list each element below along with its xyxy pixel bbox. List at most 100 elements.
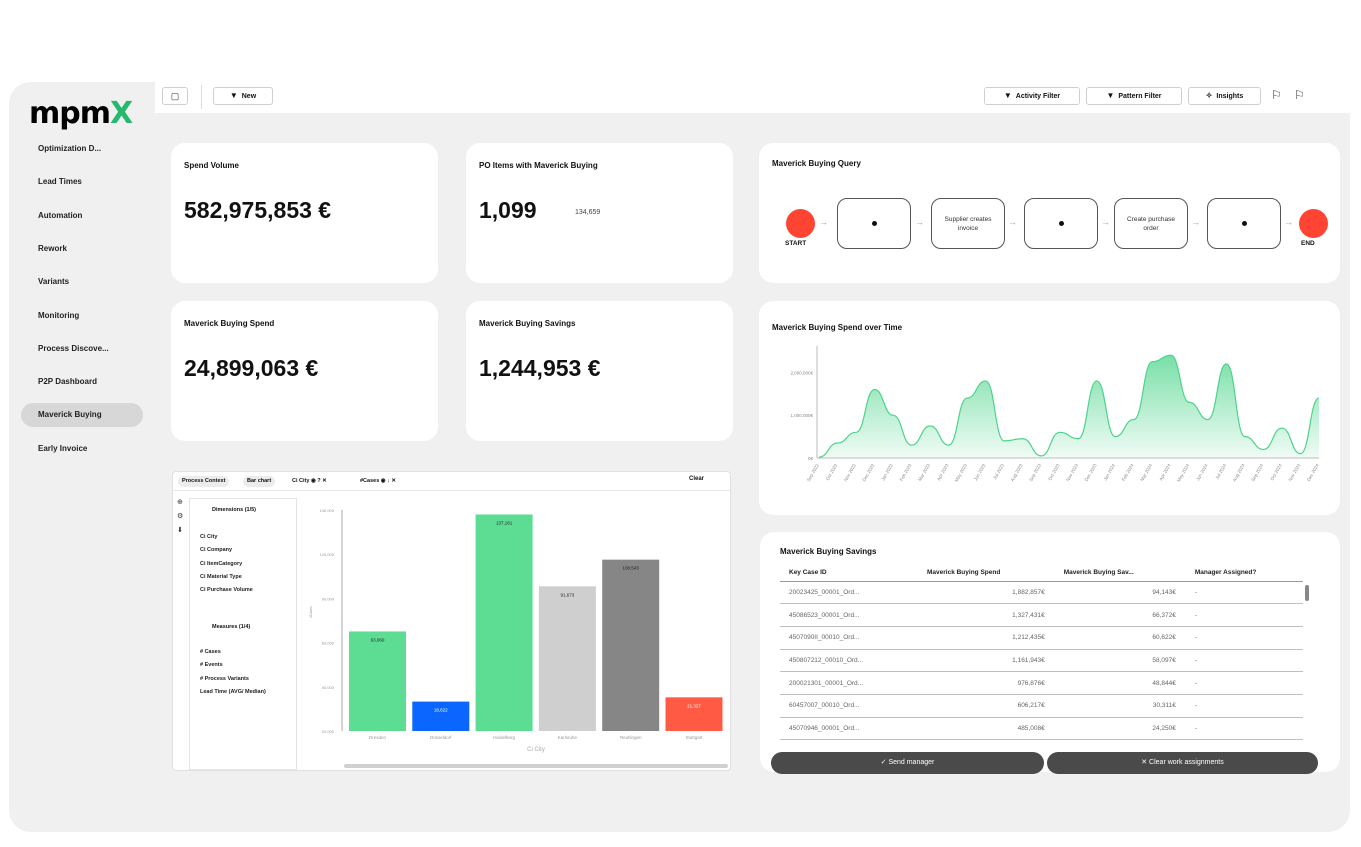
layout-icon: ▢ [170,91,180,101]
table-row[interactable]: 20023425_00001_Ord... 1,882,857€ 94,143€ - [780,581,1303,605]
process-node-wildcard[interactable] [837,198,911,249]
x-tick-label: Jun 2023 [973,463,987,482]
bar[interactable] [538,586,596,731]
sidebar-item-6[interactable]: Process Discove... [38,343,109,353]
dimension-panel: Dimensions (1/5) Ci City Ci Company Ci Ite… [189,498,297,770]
table-row[interactable]: 200021301_00001_Ord... 976,876€ 48,844€ - [780,671,1303,695]
measure-item[interactable]: # Process Variants [200,675,249,682]
bar[interactable] [349,631,406,731]
bar[interactable] [602,559,660,731]
column-header[interactable]: Key Case ID [780,564,918,582]
clear-button[interactable]: Clear [689,476,704,482]
table-row[interactable]: 45070946_00001_Ord... 485,008€ 24,250€ - [780,717,1303,741]
column-header[interactable]: Maverick Buying Sav... [1054,564,1186,582]
measure-item[interactable]: # Cases [200,649,221,655]
process-node-create-po[interactable]: Create purchase order [1114,198,1188,249]
table-cell: - [1185,649,1303,673]
layout-toggle-button[interactable]: ▢ [162,87,188,105]
x-tick-label: Heidelberg [493,735,515,740]
card-title: Maverick Buying Savings [780,547,877,556]
download-icon[interactable]: ⬇ [177,527,183,534]
chip-process-context[interactable]: Process Context [178,476,230,487]
new-label: New [241,93,257,100]
column-header[interactable]: Manager Assigned? [1185,564,1303,582]
column-header[interactable]: Maverick Buying Spend [917,564,1055,582]
process-node-wildcard[interactable] [1207,198,1281,249]
table-scrollbar[interactable] [1305,585,1309,601]
horizontal-scrollbar[interactable] [344,764,728,768]
end-node[interactable] [1299,209,1328,238]
settings-icon[interactable]: ⚙ [177,513,184,520]
table-cell: 1,212,435€ [917,626,1055,650]
table-row[interactable]: 4507090II_00010_Ord... 1,212,435€ 60,622€ - [780,626,1303,650]
table-row[interactable]: 45086523_00001_Ord... 1,327,431€ 66,372€ - [780,603,1303,627]
process-node-wildcard[interactable] [1024,198,1098,249]
table-cell: 66,372€ [1054,603,1186,627]
bar[interactable] [665,697,723,731]
bar-value-label: 108,543 [623,566,640,571]
table-row[interactable]: 60457007_00010_Ord... 606,217€ 30,311€ - [780,694,1303,718]
x-tick-label: Nov 2023 [1065,463,1079,483]
x-tick-label: Düsseldorf [430,735,452,740]
card-title: Maverick Buying Spend over Time [772,323,903,332]
x-tick-label: Dresden [369,735,387,740]
arrow-right-icon: → [1191,217,1200,227]
table-cell: 48,844€ [1054,671,1186,695]
bookmark-icon[interactable]: ⚐ [1294,88,1305,102]
sidebar-item-4[interactable]: Variants [38,277,70,287]
dimension-item[interactable]: Ci City [200,534,218,540]
x-tick-label: Oct 2024 [1269,463,1283,482]
table-row[interactable]: 450807212_00010_Ord... 1,161,943€ 58,097€ - [780,649,1303,673]
sidebar-item-8[interactable]: Maverick Buying [21,403,143,428]
sidebar-item-7[interactable]: P2P Dashboard [38,377,97,387]
dimension-item[interactable]: Ci ItemCategory [200,560,243,567]
chip-bar-chart[interactable]: Bar chart [243,476,276,487]
x-tick-label: Sep 2024 [1250,463,1264,483]
x-axis-label: Ci City [527,747,545,753]
node-label: Supplier creates invoice [944,215,992,232]
sparkle-icon: ✧ [1205,91,1213,100]
sidebar-item-5[interactable]: Monitoring [38,310,80,320]
bookmark-alert-icon[interactable]: ⚐ [1271,88,1282,102]
measure-item[interactable]: Lead Time (AVG/ Median) [200,688,266,695]
measure-item[interactable]: # Events [200,662,223,669]
dimension-item[interactable]: Ci Purchase Volume [200,587,253,594]
sidebar-item-1[interactable]: Lead Times [38,177,82,187]
bar[interactable] [412,701,470,731]
y-tick-label: 20,000 [322,729,335,734]
process-node-supplier-invoice[interactable]: Supplier creates invoice [931,198,1005,249]
new-button[interactable]: ▼ New [213,87,273,105]
close-icon: ✕ [1141,759,1150,766]
table-cell: - [1185,694,1303,718]
dimension-item[interactable]: Ci Company [200,547,233,554]
x-tick-label: Aug 2023 [1010,463,1024,483]
chip-ci-city[interactable]: Ci City ◉ ? ✕ [288,476,331,487]
clear-work-assignments-button[interactable]: ✕ Clear work assignments [1047,752,1318,774]
sidebar-item-0[interactable]: Optimization D... [38,144,102,153]
sidebar-item-3[interactable]: Rework [38,243,67,253]
insights-button[interactable]: ✧ Insights [1188,87,1261,105]
spend-line [818,354,1320,458]
dimension-item[interactable]: Ci Material Type [200,573,242,580]
logo-text: mpm [29,96,111,131]
table-cell: 58,097€ [1054,649,1186,673]
x-tick-label: Mar 2023 [917,463,931,482]
spend-over-time-card: Maverick Buying Spend over Time 2,000,00… [759,301,1340,515]
y-axis-label: #Cases [309,606,313,618]
x-tick-label: Apr 2023 [936,463,950,482]
table-cell: - [1185,581,1303,605]
bar[interactable] [475,514,533,731]
activity-filter-button[interactable]: ▼ Activity Filter [984,87,1080,105]
send-manager-button[interactable]: ✓ Send manager [771,752,1044,774]
sidebar-item-2[interactable]: Automation [38,210,83,220]
filter-icon: ▼ [1106,91,1115,100]
pattern-filter-button[interactable]: ▼ Pattern Filter [1086,87,1182,105]
table-cell: 94,143€ [1054,581,1186,605]
sidebar-item-9[interactable]: Early Invoice [38,443,88,453]
x-tick-label: Reutlingen [620,735,642,740]
start-node[interactable] [786,209,815,238]
node-dot [871,221,877,226]
filter-icon: ▼ [1003,91,1012,100]
chip-cases[interactable]: #Cases ◉ ↓ ✕ [356,476,401,487]
add-icon[interactable]: ⊕ [177,499,183,506]
